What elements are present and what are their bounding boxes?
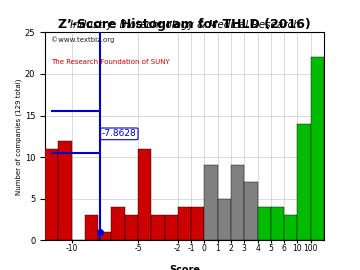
Bar (297, 124, 311, 240)
Bar (271, 207, 284, 240)
Bar (311, 57, 324, 240)
Bar (204, 166, 218, 240)
Bar (244, 182, 257, 240)
Bar (284, 215, 297, 240)
Bar (218, 199, 231, 240)
Bar (112, 207, 125, 240)
Bar (231, 166, 244, 240)
Bar (58, 140, 72, 240)
Y-axis label: Number of companies (129 total): Number of companies (129 total) (15, 78, 22, 195)
Bar (257, 207, 271, 240)
Title: Z’-Score Histogram for THLD (2016): Z’-Score Histogram for THLD (2016) (58, 18, 311, 31)
Bar (165, 215, 178, 240)
Bar (191, 207, 204, 240)
Bar (178, 207, 191, 240)
Text: The Research Foundation of SUNY: The Research Foundation of SUNY (50, 59, 169, 65)
Text: -7.8628: -7.8628 (102, 129, 137, 138)
Bar (45, 149, 58, 240)
Bar (98, 232, 112, 240)
X-axis label: Score: Score (169, 265, 200, 270)
Bar (125, 215, 138, 240)
Text: ©www.textbiz.org: ©www.textbiz.org (50, 36, 114, 43)
Bar (151, 215, 165, 240)
Bar (138, 149, 151, 240)
Text: Industry: Biotechnology & Medical Research: Industry: Biotechnology & Medical Resear… (69, 20, 300, 30)
Bar (85, 215, 98, 240)
